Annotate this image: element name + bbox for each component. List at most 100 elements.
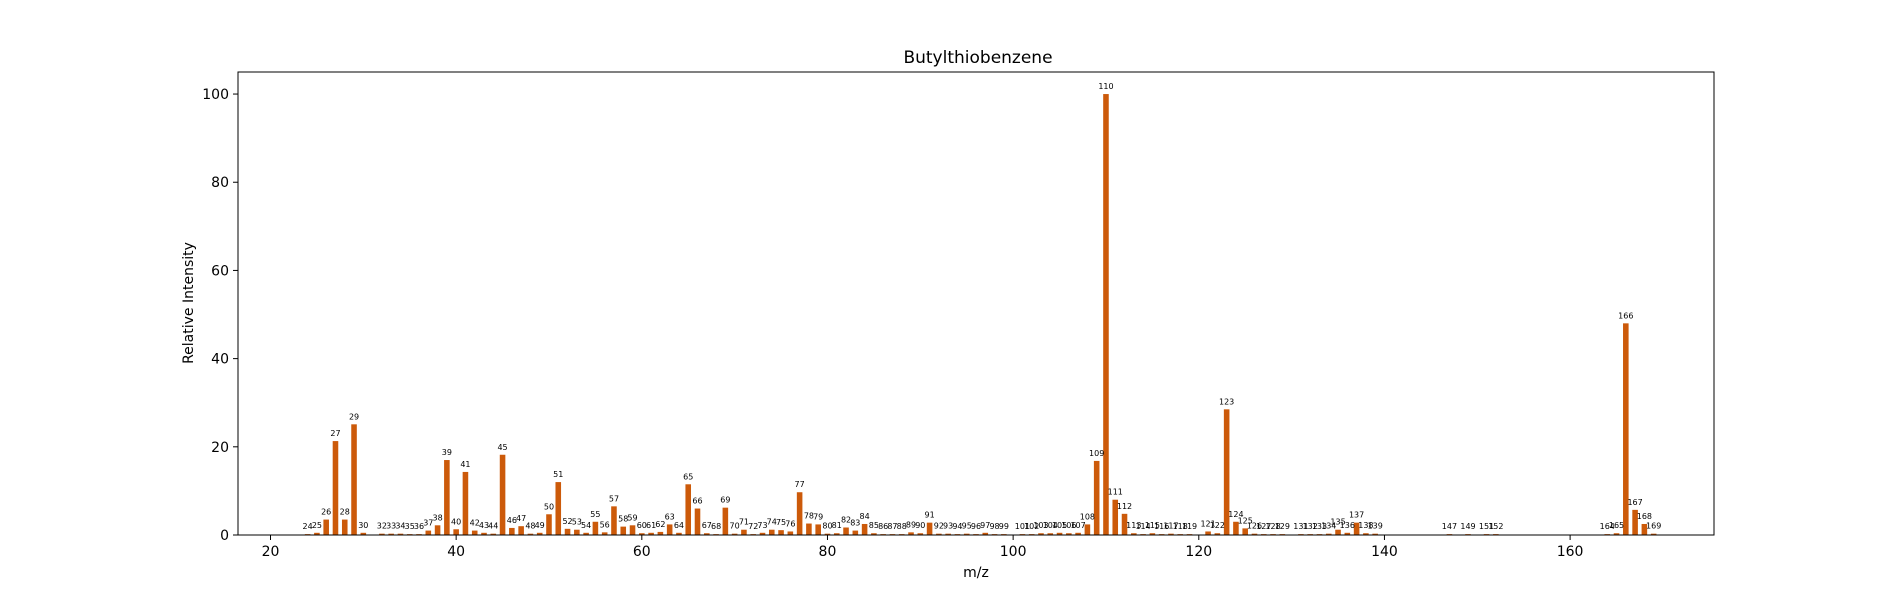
y-tick-label-100: 100 <box>202 87 229 103</box>
data-label-mz-102: 102 <box>1024 522 1039 531</box>
bar-mz-117 <box>1168 533 1174 535</box>
bar-mz-166 <box>1623 323 1629 535</box>
data-label-mz-111: 111 <box>1108 488 1123 497</box>
data-label-mz-139: 139 <box>1368 522 1383 531</box>
data-label-mz-95: 95 <box>962 522 972 531</box>
bar-mz-66 <box>694 508 701 535</box>
y-tick-label-80: 80 <box>211 175 229 191</box>
bar-mz-34 <box>397 533 404 535</box>
bar-mz-25 <box>314 532 320 535</box>
data-label-mz-149: 149 <box>1460 522 1475 531</box>
data-label-mz-132: 132 <box>1303 522 1318 531</box>
data-label-mz-37: 37 <box>423 519 433 528</box>
data-label-mz-40: 40 <box>451 517 461 526</box>
bar-mz-51 <box>555 482 562 535</box>
bar-mz-33 <box>388 533 394 535</box>
bar-mz-93 <box>945 533 951 535</box>
bar-mz-123 <box>1223 409 1230 535</box>
data-label-mz-129: 129 <box>1275 522 1290 531</box>
data-label-mz-133: 133 <box>1312 522 1327 531</box>
bar-mz-134 <box>1325 533 1332 535</box>
data-label-mz-108: 108 <box>1080 512 1095 521</box>
data-label-mz-56: 56 <box>600 520 610 529</box>
data-label-mz-44: 44 <box>488 522 498 531</box>
data-label-mz-78: 78 <box>804 512 814 521</box>
data-label-mz-90: 90 <box>915 521 925 530</box>
bar-mz-122 <box>1214 533 1221 535</box>
bar-mz-58 <box>620 526 627 535</box>
bar-mz-111 <box>1112 499 1119 535</box>
data-label-mz-32: 32 <box>377 522 387 531</box>
data-label-mz-43: 43 <box>479 521 489 530</box>
data-label-mz-74: 74 <box>767 518 777 527</box>
data-label-mz-82: 82 <box>841 516 851 525</box>
bar-mz-50 <box>546 514 552 535</box>
bar-mz-90 <box>917 533 924 535</box>
data-label-mz-36: 36 <box>414 522 424 531</box>
x-tick-label-80: 80 <box>819 544 837 560</box>
data-label-mz-57: 57 <box>609 494 619 503</box>
data-label-mz-45: 45 <box>497 443 507 452</box>
data-label-mz-66: 66 <box>692 497 702 506</box>
x-tick-label-40: 40 <box>447 544 465 560</box>
data-label-mz-41: 41 <box>460 460 470 469</box>
data-label-mz-62: 62 <box>655 520 665 529</box>
bar-mz-103 <box>1038 533 1044 535</box>
bar-mz-168 <box>1641 523 1648 535</box>
data-label-mz-114: 114 <box>1135 522 1150 531</box>
x-tick-label-60: 60 <box>633 544 651 560</box>
data-label-mz-125: 125 <box>1238 516 1253 525</box>
bar-mz-40 <box>453 529 459 535</box>
data-label-mz-84: 84 <box>860 512 870 521</box>
data-label-mz-96: 96 <box>971 522 981 531</box>
data-label-mz-122: 122 <box>1210 521 1225 530</box>
data-label-mz-118: 118 <box>1173 522 1188 531</box>
data-label-mz-98: 98 <box>989 522 999 531</box>
data-label-mz-64: 64 <box>674 521 684 530</box>
data-label-mz-104: 104 <box>1043 521 1058 530</box>
bar-mz-44 <box>490 533 497 535</box>
data-label-mz-77: 77 <box>795 480 805 489</box>
data-label-mz-67: 67 <box>702 521 712 530</box>
bar-mz-137 <box>1353 522 1360 535</box>
bar-mz-81 <box>833 533 840 535</box>
data-label-mz-134: 134 <box>1321 522 1336 531</box>
y-tick-label-20: 20 <box>211 440 229 456</box>
bar-mz-91 <box>926 522 933 535</box>
data-label-mz-107: 107 <box>1070 521 1085 530</box>
bar-mz-73 <box>759 532 766 535</box>
data-label-mz-25: 25 <box>312 521 322 530</box>
bar-mz-124 <box>1233 521 1239 535</box>
bar-mz-30 <box>360 532 367 535</box>
data-label-mz-115: 115 <box>1145 521 1160 530</box>
data-label-mz-135: 135 <box>1330 518 1345 527</box>
bar-mz-110 <box>1103 94 1109 536</box>
bar-mz-115 <box>1149 533 1156 535</box>
data-label-mz-147: 147 <box>1442 522 1457 531</box>
data-label-mz-63: 63 <box>665 512 675 521</box>
plot-frame <box>237 71 1715 536</box>
data-label-mz-121: 121 <box>1200 519 1215 528</box>
data-label-mz-76: 76 <box>785 519 795 528</box>
bar-mz-169 <box>1650 533 1657 535</box>
bar-mz-138 <box>1363 533 1369 535</box>
data-label-mz-55: 55 <box>590 510 600 519</box>
bar-mz-80 <box>824 533 831 535</box>
data-label-mz-59: 59 <box>627 513 637 522</box>
data-label-mz-49: 49 <box>535 521 545 530</box>
bar-mz-139 <box>1372 533 1378 535</box>
data-label-mz-164: 164 <box>1600 522 1615 531</box>
bar-mz-89 <box>908 532 914 535</box>
bar-mz-92 <box>936 533 942 535</box>
bar-mz-136 <box>1344 532 1351 535</box>
data-label-mz-152: 152 <box>1488 522 1503 531</box>
bar-mz-113 <box>1131 533 1137 535</box>
data-label-mz-80: 80 <box>822 522 832 531</box>
data-label-mz-101: 101 <box>1015 522 1030 531</box>
data-label-mz-81: 81 <box>832 521 842 530</box>
data-label-mz-86: 86 <box>878 522 888 531</box>
data-label-mz-48: 48 <box>525 522 535 531</box>
data-label-mz-38: 38 <box>432 513 442 522</box>
bar-mz-65 <box>685 484 692 535</box>
